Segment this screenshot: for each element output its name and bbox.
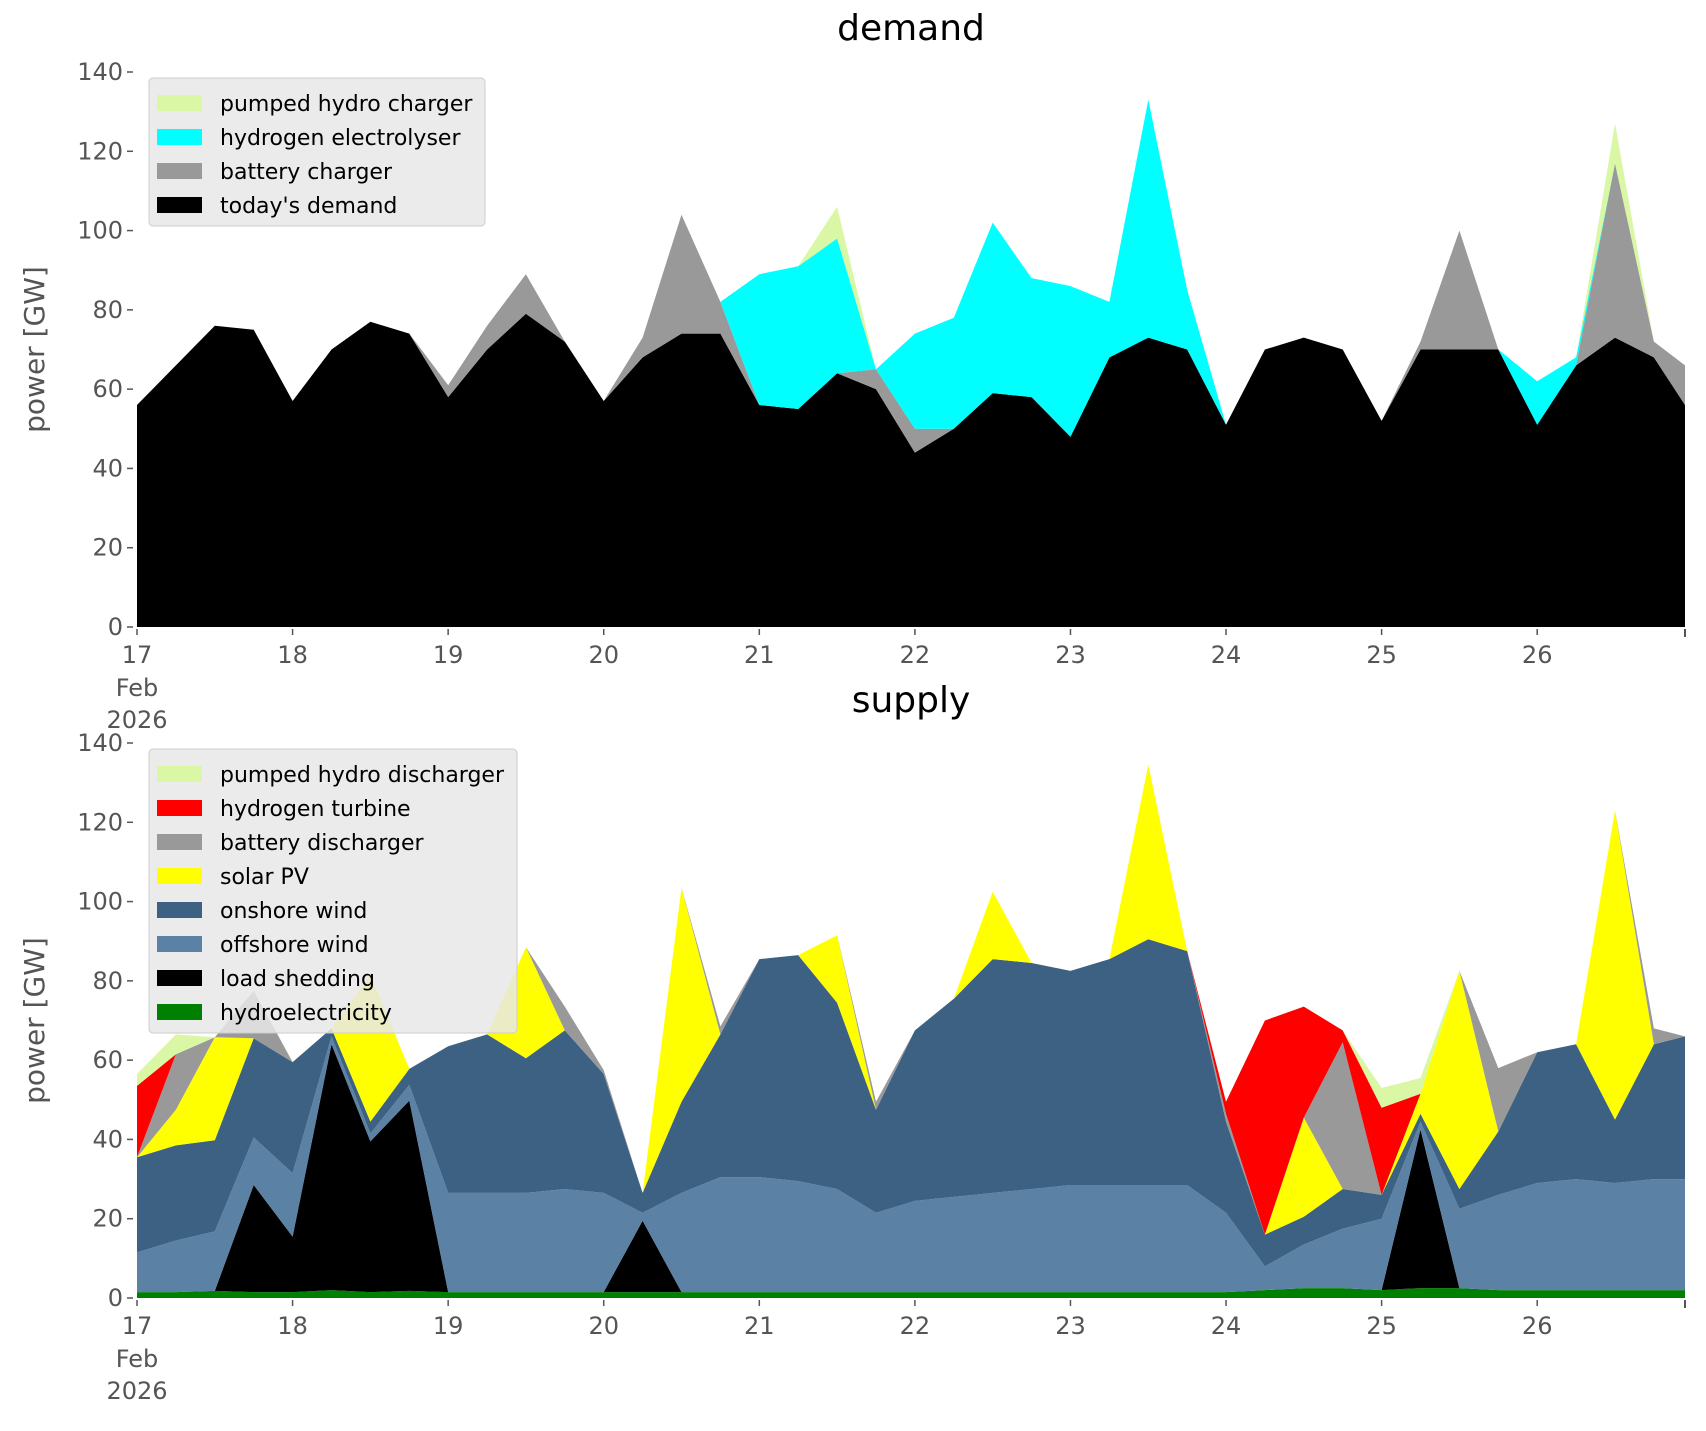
x-tick-label: 18: [277, 1312, 308, 1340]
x-tick-label: 19: [433, 1312, 464, 1340]
legend-swatch: [157, 163, 202, 179]
y-tick-label: 80: [92, 296, 123, 324]
y-tick-label: 140: [77, 729, 123, 757]
legend: pumped hydro charger hydrogen electrolyse…: [148, 77, 486, 227]
legend-label: pumped hydro discharger: [220, 763, 505, 788]
legend-swatch: [157, 766, 202, 782]
legend-label: solar PV: [220, 865, 309, 890]
legend-box: [148, 77, 486, 227]
legend-label: hydroelectricity: [220, 1001, 392, 1026]
supply-chart: supply power [GW] 0 20 40 60 80 100 120 140 17 18 19…: [18, 680, 1686, 1405]
legend-label: hydrogen electrolyser: [220, 126, 461, 151]
x-tick-date-label: 2026: [106, 706, 167, 734]
y-tick-label: 0: [108, 1284, 123, 1312]
area-hydrogen-electrolyser: [137, 99, 1685, 437]
x-tick-label: 17: [122, 1312, 153, 1340]
x-tick-label: 19: [433, 641, 464, 669]
y-tick-label: 80: [92, 967, 123, 995]
y-tick-label: 100: [77, 217, 123, 245]
x-tick-label: 26: [1522, 1312, 1553, 1340]
legend-swatch: [157, 868, 202, 884]
legend-label: pumped hydro charger: [220, 92, 473, 117]
area-today-s-demand: [137, 313, 1685, 627]
area-offshore-wind: [137, 1036, 1685, 1293]
x-tick-label: 23: [1055, 641, 1086, 669]
chart-title: supply: [852, 680, 971, 721]
y-axis-label: power [GW]: [18, 937, 51, 1104]
y-tick-label: 20: [92, 1205, 123, 1233]
y-tick-label: 0: [108, 613, 123, 641]
x-tick-label: 24: [1211, 1312, 1242, 1340]
legend-label: battery charger: [220, 160, 393, 185]
legend-label: onshore wind: [220, 899, 367, 924]
area-load-shedding: [137, 1044, 1685, 1293]
legend-swatch: [157, 834, 202, 850]
legend-swatch: [157, 95, 202, 111]
x-tick-date-label: Feb: [116, 1345, 159, 1373]
x-tick-date-label: 2026: [106, 1377, 167, 1405]
y-tick-label: 120: [77, 808, 123, 836]
legend-swatch: [157, 800, 202, 816]
legend-label: battery discharger: [220, 831, 425, 856]
legend-swatch: [157, 1004, 202, 1020]
legend-swatch: [157, 129, 202, 145]
chart-title: demand: [837, 8, 985, 49]
legend-label: offshore wind: [220, 933, 369, 958]
area-onshore-wind: [137, 939, 1685, 1267]
area-hydroelectricity: [137, 1288, 1685, 1298]
legend-swatch: [157, 902, 202, 918]
legend: pumped hydro discharger hydrogen turbine b…: [148, 748, 518, 1034]
x-tick-label: 20: [588, 1312, 619, 1340]
demand-chart: demand power [GW] 0 20 40 60 80 100 120 140 17 18 19…: [18, 8, 1686, 734]
x-tick-label: 20: [588, 641, 619, 669]
x-tick-label: 25: [1366, 1312, 1397, 1340]
legend-label: hydrogen turbine: [220, 797, 411, 822]
x-tick-date-label: Feb: [116, 674, 159, 702]
x-tick-label: 23: [1055, 1312, 1086, 1340]
x-tick-label: 22: [900, 641, 931, 669]
x-tick-label: 24: [1211, 641, 1242, 669]
y-tick-label: 120: [77, 137, 123, 165]
x-tick-label: 26: [1522, 641, 1553, 669]
y-tick-label: 60: [92, 1046, 123, 1074]
x-tick-label: 17: [122, 641, 153, 669]
y-tick-label: 100: [77, 888, 123, 916]
x-tick-label: 21: [744, 1312, 775, 1340]
x-tick-label: 25: [1366, 641, 1397, 669]
y-tick-label: 20: [92, 534, 123, 562]
x-tick-label: 22: [900, 1312, 931, 1340]
y-axis-label: power [GW]: [18, 266, 51, 433]
legend-swatch: [157, 197, 202, 213]
y-tick-label: 140: [77, 58, 123, 86]
area-hydrogen-turbine: [137, 764, 1685, 1235]
legend-label: today's demand: [220, 194, 397, 219]
y-tick-label: 40: [92, 454, 123, 482]
y-tick-label: 60: [92, 375, 123, 403]
x-tick-label: 18: [277, 641, 308, 669]
legend-swatch: [157, 970, 202, 986]
legend-box: [148, 748, 518, 1034]
legend-label: load shedding: [220, 967, 375, 992]
legend-swatch: [157, 936, 202, 952]
y-tick-label: 40: [92, 1125, 123, 1153]
x-tick-label: 21: [744, 641, 775, 669]
